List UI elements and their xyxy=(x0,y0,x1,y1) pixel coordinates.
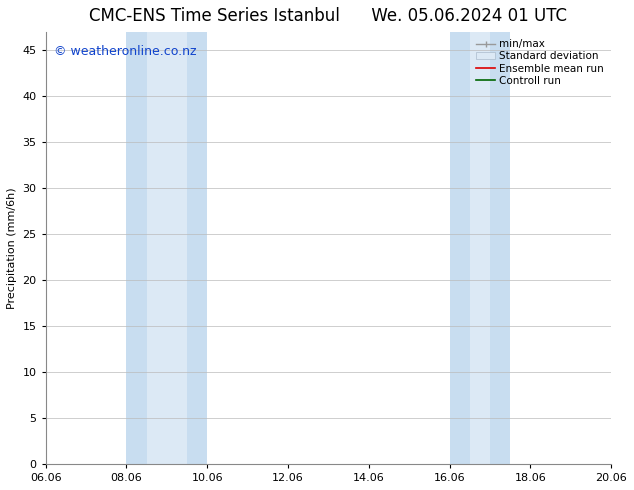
Bar xyxy=(450,32,470,464)
Bar xyxy=(187,32,207,464)
Title: CMC-ENS Time Series Istanbul      We. 05.06.2024 01 UTC: CMC-ENS Time Series Istanbul We. 05.06.2… xyxy=(89,7,567,25)
Y-axis label: Precipitation (mm/6h): Precipitation (mm/6h) xyxy=(7,187,17,309)
Legend: min/max, Standard deviation, Ensemble mean run, Controll run: min/max, Standard deviation, Ensemble me… xyxy=(474,37,606,88)
Bar xyxy=(450,32,510,464)
Bar xyxy=(126,32,207,464)
Bar xyxy=(490,32,510,464)
Bar xyxy=(126,32,146,464)
Text: © weatheronline.co.nz: © weatheronline.co.nz xyxy=(54,45,197,58)
